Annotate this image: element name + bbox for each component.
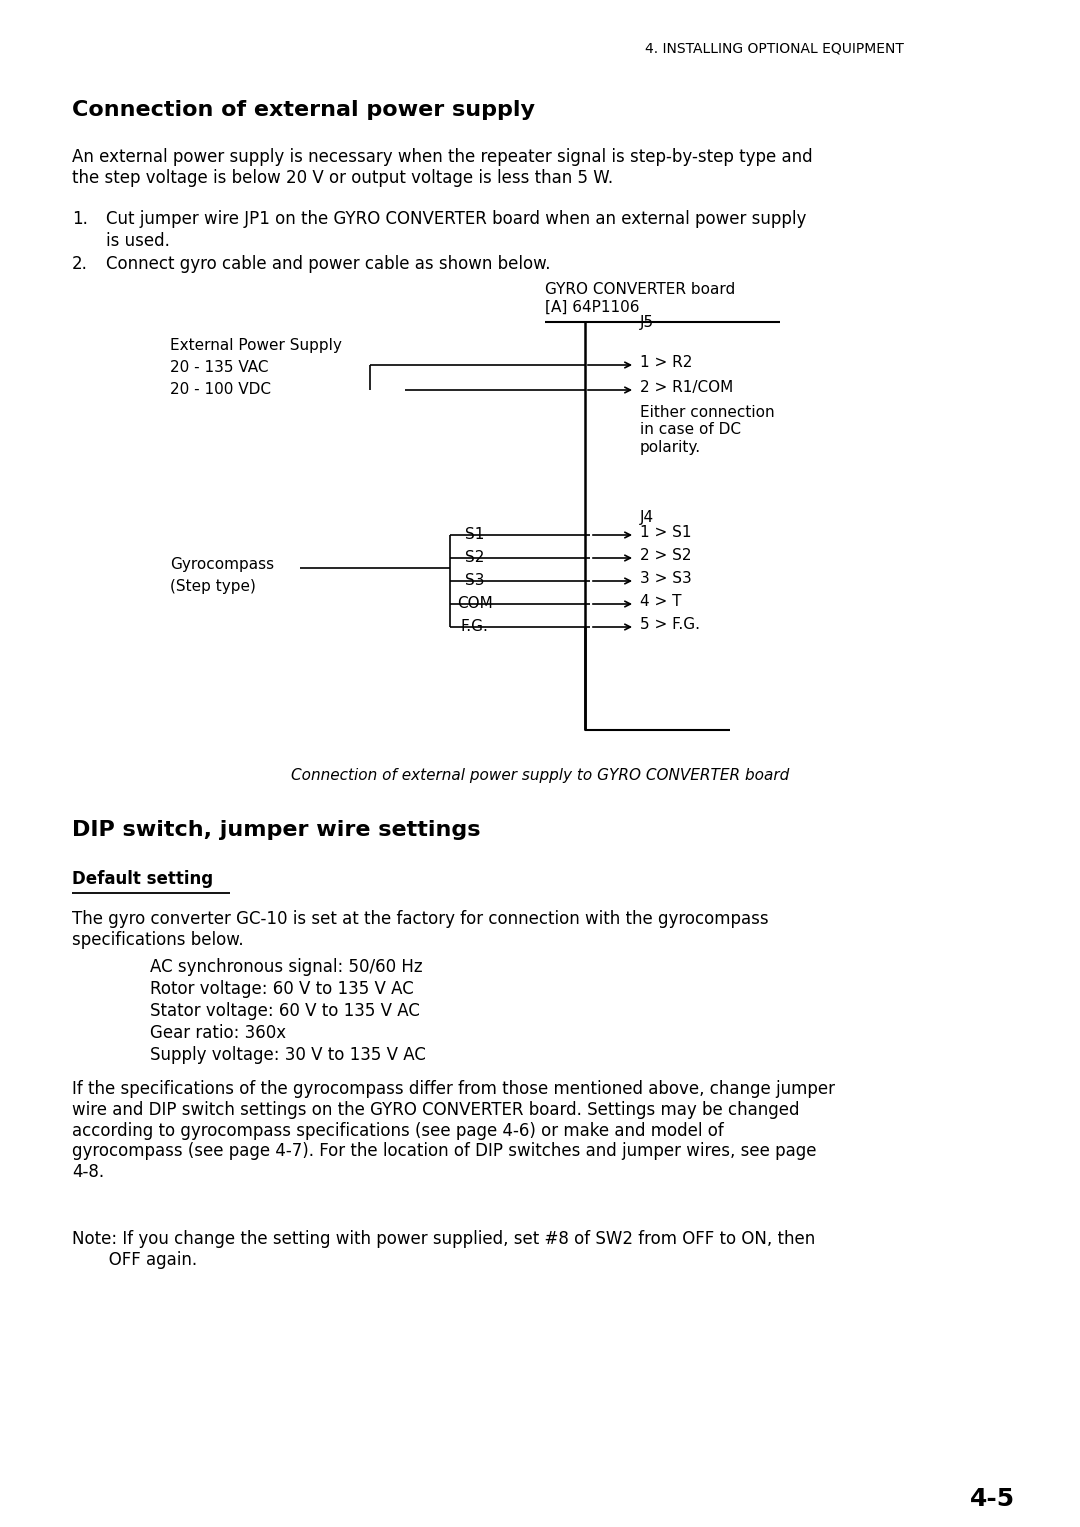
Text: S3: S3 (465, 573, 485, 588)
Text: Note: If you change the setting with power supplied, set #8 of SW2 from OFF to O: Note: If you change the setting with pow… (72, 1231, 815, 1269)
Text: External Power Supply: External Power Supply (170, 337, 342, 353)
Text: AC synchronous signal: 50/60 Hz: AC synchronous signal: 50/60 Hz (150, 957, 422, 976)
Text: 1 > R2: 1 > R2 (640, 354, 692, 370)
Text: 2 > S2: 2 > S2 (640, 548, 691, 563)
Text: J5: J5 (640, 315, 654, 330)
Text: Gear ratio: 360x: Gear ratio: 360x (150, 1025, 286, 1041)
Text: 20 - 135 VAC: 20 - 135 VAC (170, 360, 269, 376)
Text: 4 > T: 4 > T (640, 594, 681, 609)
Text: An external power supply is necessary when the repeater signal is step-by-step t: An external power supply is necessary wh… (72, 148, 812, 186)
Text: 4. INSTALLING OPTIONAL EQUIPMENT: 4. INSTALLING OPTIONAL EQUIPMENT (645, 43, 904, 56)
Text: F.G.: F.G. (460, 618, 488, 634)
Text: Cut jumper wire JP1 on the GYRO CONVERTER board when an external power supply: Cut jumper wire JP1 on the GYRO CONVERTE… (106, 211, 807, 228)
Text: Gyrocompass: Gyrocompass (170, 557, 274, 573)
Text: Either connection
in case of DC
polarity.: Either connection in case of DC polarity… (640, 405, 774, 455)
Text: S2: S2 (465, 550, 484, 565)
Text: Rotor voltage: 60 V to 135 V AC: Rotor voltage: 60 V to 135 V AC (150, 980, 414, 999)
Text: 1.: 1. (72, 211, 87, 228)
Text: S1: S1 (465, 527, 484, 542)
Text: Supply voltage: 30 V to 135 V AC: Supply voltage: 30 V to 135 V AC (150, 1046, 426, 1064)
Text: 2.: 2. (72, 255, 87, 273)
Text: 1 > S1: 1 > S1 (640, 525, 691, 541)
Text: Stator voltage: 60 V to 135 V AC: Stator voltage: 60 V to 135 V AC (150, 1002, 420, 1020)
Text: J4: J4 (640, 510, 654, 525)
Text: 2 > R1/COM: 2 > R1/COM (640, 380, 733, 395)
Text: GYRO CONVERTER board: GYRO CONVERTER board (545, 282, 735, 296)
Text: DIP switch, jumper wire settings: DIP switch, jumper wire settings (72, 820, 481, 840)
Text: 4-5: 4-5 (970, 1487, 1015, 1512)
Text: (Step type): (Step type) (170, 579, 256, 594)
Text: 3 > S3: 3 > S3 (640, 571, 692, 586)
Text: Connect gyro cable and power cable as shown below.: Connect gyro cable and power cable as sh… (106, 255, 551, 273)
Text: COM: COM (457, 596, 492, 611)
Text: [A] 64P1106: [A] 64P1106 (545, 299, 639, 315)
Text: Connection of external power supply to GYRO CONVERTER board: Connection of external power supply to G… (291, 768, 789, 783)
Text: Default setting: Default setting (72, 870, 213, 889)
Text: Connection of external power supply: Connection of external power supply (72, 99, 535, 121)
Text: If the specifications of the gyrocompass differ from those mentioned above, chan: If the specifications of the gyrocompass… (72, 1080, 835, 1182)
Text: The gyro converter GC-10 is set at the factory for connection with the gyrocompa: The gyro converter GC-10 is set at the f… (72, 910, 769, 948)
Text: is used.: is used. (106, 232, 170, 250)
Text: 20 - 100 VDC: 20 - 100 VDC (170, 382, 271, 397)
Text: 5 > F.G.: 5 > F.G. (640, 617, 700, 632)
